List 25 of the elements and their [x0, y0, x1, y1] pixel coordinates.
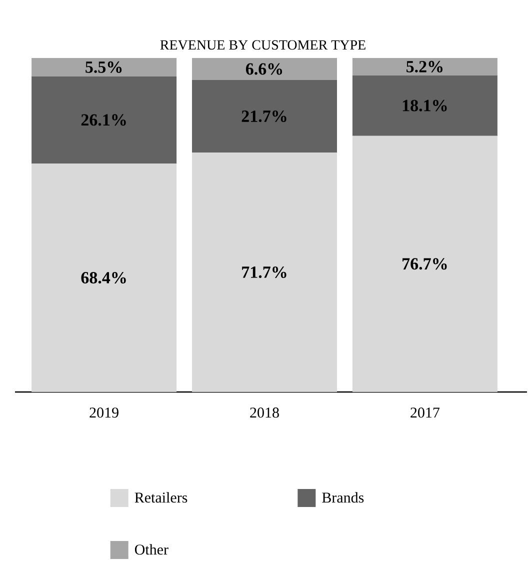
data-label: 71.7%: [242, 266, 286, 278]
data-label: 6.6%: [246, 63, 282, 75]
bar: [192, 80, 338, 153]
data-label: 76.7%: [402, 258, 447, 270]
x-tick-label: 2017: [410, 408, 440, 418]
x-tick-label: 2019: [90, 408, 119, 418]
bar: [352, 75, 498, 136]
data-label: 5.5%: [86, 61, 122, 73]
legend-label: Other: [135, 544, 169, 555]
data-label: 26.1%: [82, 114, 126, 126]
bar: [32, 76, 177, 164]
data-label: 18.1%: [403, 100, 447, 112]
data-label: 21.7%: [242, 110, 286, 122]
data-label: 5.2%: [406, 60, 443, 72]
bar: [192, 152, 338, 392]
chart-title: REVENUE BY CUSTOMER TYPE: [160, 40, 366, 50]
bar: [352, 136, 498, 392]
legend-label: Brands: [322, 492, 364, 503]
data-label: 68.4%: [81, 272, 126, 284]
bar: [352, 58, 498, 76]
bar: [192, 58, 338, 80]
bar: [32, 58, 177, 76]
bar: [32, 164, 177, 392]
legend-label: Retailers: [134, 492, 188, 503]
x-tick-label: 2018: [250, 408, 280, 418]
